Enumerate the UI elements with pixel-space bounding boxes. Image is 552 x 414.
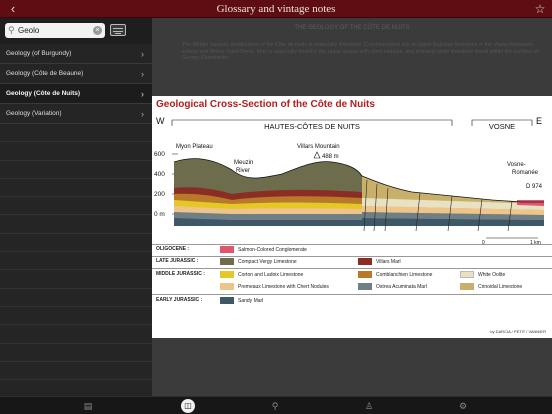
chevron-right-icon: › xyxy=(141,109,144,119)
search-field[interactable]: ⚲ × xyxy=(5,23,105,38)
terrain-profile xyxy=(173,158,544,203)
gear-icon[interactable]: ⚙ xyxy=(458,401,468,411)
star-icon[interactable]: ☆ xyxy=(534,2,546,16)
list-item-geology-burgundy[interactable]: Geology (of Burgundy) › xyxy=(0,44,152,64)
cross-section-diagram: W E HAUTES-CÔTES DE NUITS VOSNE 600 400 … xyxy=(154,116,544,246)
empty-row xyxy=(0,307,152,326)
empty-row xyxy=(0,325,152,344)
chevron-right-icon: › xyxy=(141,89,144,99)
cross-section-figure[interactable]: Geological Cross-Section of the Côte de … xyxy=(152,96,552,338)
search-icon: ⚲ xyxy=(8,25,15,35)
list-item-label: Geology (Côte de Beaune) xyxy=(6,70,84,77)
vosne-bracket xyxy=(471,119,533,126)
chevron-right-icon: › xyxy=(141,69,144,79)
ytick-0: 0 m xyxy=(154,211,165,218)
glossary-icon[interactable]: ◫ xyxy=(181,399,195,413)
list-item-geology-cote-de-nuits[interactable]: Geology (Côte de Nuits) › xyxy=(0,84,152,104)
hautes-cotes-bracket xyxy=(171,119,453,126)
scale-zero: 0 xyxy=(482,240,485,246)
stratum-salmon-conglomerate xyxy=(517,200,544,206)
figure-title: Geological Cross-Section of the Côte de … xyxy=(156,99,375,110)
ytick-600: 600 xyxy=(154,151,165,158)
label-villars-mountain: Villars Mountain xyxy=(297,144,340,150)
label-vosne-romanee: Vosne- xyxy=(507,162,526,168)
empty-row xyxy=(0,179,152,198)
page-title: Glossary and vintage notes xyxy=(216,3,336,15)
list-item-geology-variation[interactable]: Geology (Variation) › xyxy=(0,104,152,124)
empty-row xyxy=(0,124,152,143)
person-icon[interactable]: ♙ xyxy=(364,401,374,411)
list-item-geology-cote-de-beaune[interactable]: Geology (Côte de Beaune) › xyxy=(0,64,152,84)
article-paragraph: The Middle Jurassic stratification of th… xyxy=(182,42,538,62)
sidebar: ⚲ × Geology (of Burgundy) › Geology (Côt… xyxy=(0,18,152,399)
ytick-200: 200 xyxy=(154,191,165,198)
empty-row xyxy=(0,215,152,234)
book-icon[interactable]: ▤ xyxy=(83,401,93,411)
label-vosne-romanee-2: Romanée xyxy=(512,170,539,176)
article-content: THE GEOLOGY OF THE CÔTE DE NUITS The Mid… xyxy=(152,18,552,396)
east-label: E xyxy=(536,116,542,126)
ytick-400: 400 xyxy=(154,171,165,178)
empty-row xyxy=(0,362,152,381)
empty-row xyxy=(0,234,152,253)
scale-km: 1 km xyxy=(530,240,541,246)
list-item-label: Geology (Variation) xyxy=(6,110,62,117)
search-icon[interactable]: ⚲ xyxy=(271,401,279,411)
figure-credit: by DARCIA / PETIT / VANNIER xyxy=(490,329,546,334)
empty-row xyxy=(0,161,152,179)
summit-marker xyxy=(313,151,321,159)
west-label: W xyxy=(156,116,165,126)
empty-row xyxy=(0,270,152,289)
keyboard-icon[interactable] xyxy=(110,24,126,36)
empty-row xyxy=(0,344,152,362)
label-meuzin: Meuzin xyxy=(234,160,253,166)
search-bar: ⚲ × xyxy=(0,18,152,44)
list-item-label: Geology (Côte de Nuits) xyxy=(6,90,81,97)
empty-row xyxy=(0,252,152,271)
empty-row xyxy=(0,289,152,307)
empty-row xyxy=(0,197,152,216)
bottom-tab-bar: ▤ ◫ ⚲ ♙ ⚙ xyxy=(0,396,552,414)
glossary-list: Geology (of Burgundy) › Geology (Côte de… xyxy=(0,44,152,399)
label-myon-plateau: Myon Plateau xyxy=(176,144,213,150)
label-d974: D 974 xyxy=(526,184,543,190)
clear-search-icon[interactable]: × xyxy=(93,26,102,35)
empty-row xyxy=(0,142,152,161)
vosne-label: VOSNE xyxy=(489,122,515,131)
hautes-cotes-label: HAUTES-CÔTES DE NUITS xyxy=(264,122,360,131)
article-heading: THE GEOLOGY OF THE CÔTE DE NUITS xyxy=(294,25,410,31)
chevron-right-icon: › xyxy=(141,49,144,59)
stratum-sandy-marl xyxy=(174,218,232,226)
back-button[interactable]: ‹ xyxy=(10,1,16,16)
label-488m: 488 m xyxy=(322,154,339,160)
label-meuzin-river: River xyxy=(236,168,250,174)
search-input[interactable] xyxy=(18,24,90,37)
top-bar: ‹ Glossary and vintage notes ☆ xyxy=(0,0,552,18)
list-item-label: Geology (of Burgundy) xyxy=(6,50,72,57)
